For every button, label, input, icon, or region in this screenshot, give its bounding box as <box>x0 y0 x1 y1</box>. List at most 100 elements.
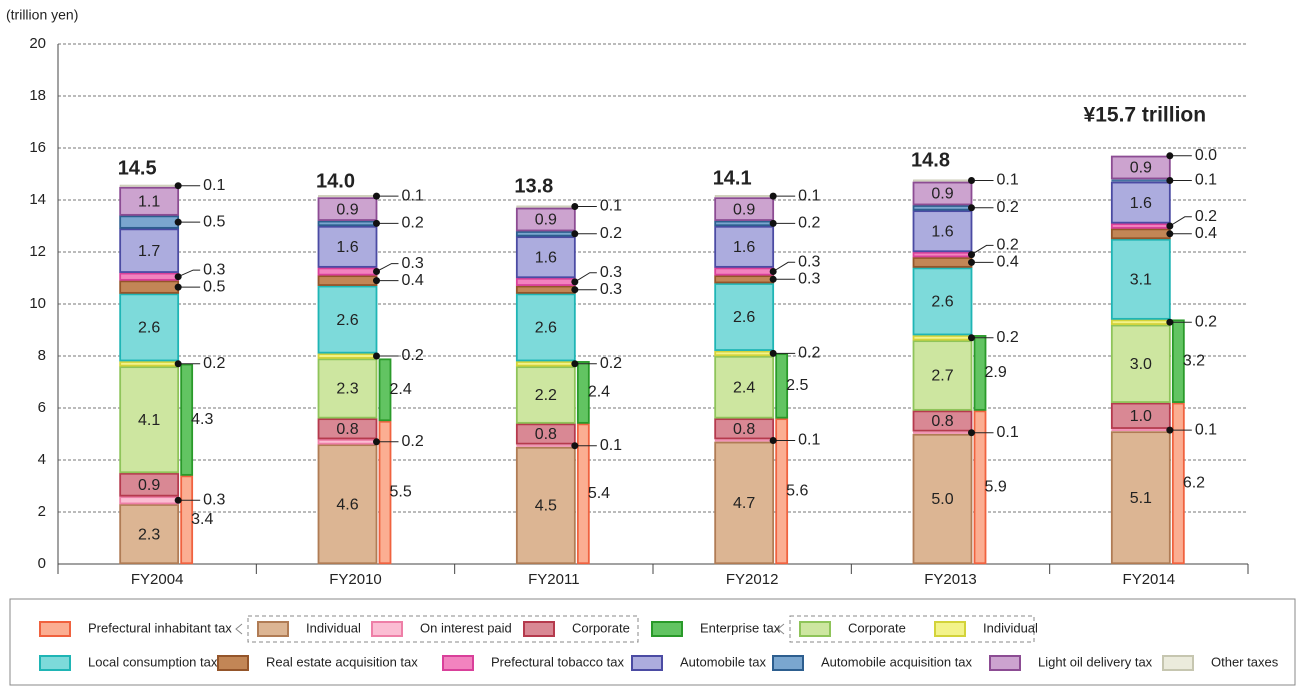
segment-label: 3.2 <box>1183 352 1205 369</box>
bar-segment <box>1111 179 1171 182</box>
segment-label: 4.3 <box>191 411 213 428</box>
segment-label: 0.3 <box>600 281 622 298</box>
segment-label: 0.2 <box>600 225 622 242</box>
bar-segment <box>317 225 378 268</box>
leader-dot <box>373 268 380 275</box>
legend-swatch <box>651 621 683 637</box>
leader-dot <box>968 204 975 212</box>
segment-label: 0.3 <box>402 255 424 272</box>
bar-segment <box>714 441 775 565</box>
segment-label: 1.1 <box>138 194 160 211</box>
group-bar <box>973 410 987 565</box>
legend-label: Light oil delivery tax <box>1038 654 1153 669</box>
legend-swatch <box>1162 655 1194 671</box>
bar-segment <box>119 472 180 497</box>
segment-label: 0.8 <box>733 421 755 438</box>
y-tick-label: 8 <box>38 347 46 364</box>
legend-label: Enterprise tax <box>700 620 781 635</box>
segment-label: 1.0 <box>1130 408 1152 425</box>
bar-segment <box>1110 155 1171 180</box>
leader-dot <box>769 275 777 283</box>
bar-segment <box>913 431 972 434</box>
bar-segment <box>912 205 973 211</box>
segment-label: 5.6 <box>786 482 808 499</box>
segment-label: 0.2 <box>997 237 1019 254</box>
legend-bracket <box>247 615 639 643</box>
bar-segment <box>912 267 973 336</box>
leader-dot <box>174 360 182 368</box>
y-tick-label: 0 <box>38 555 46 572</box>
segment-label: 0.3 <box>600 264 622 281</box>
leader-dot <box>769 437 777 444</box>
segment-label: 2.2 <box>535 387 557 404</box>
legend-label: Prefectural inhabitant tax <box>88 620 232 635</box>
legend-swatch <box>257 621 289 637</box>
legend-chevron <box>777 623 785 635</box>
bar-segment <box>317 220 378 227</box>
group-bar <box>576 361 590 424</box>
leader-dot <box>1166 177 1174 184</box>
bar-segment <box>317 439 378 445</box>
leader-dot <box>769 219 777 227</box>
leader-dot <box>571 442 579 450</box>
y-tick-label: 2 <box>38 503 46 520</box>
leader-line <box>177 269 201 278</box>
segment-label: 0.3 <box>798 271 820 288</box>
group-bar <box>576 423 590 565</box>
segment-label: 0.9 <box>733 201 755 218</box>
bar-segment <box>317 444 378 565</box>
leader-dot <box>571 360 579 368</box>
segment-label: 2.6 <box>336 312 358 329</box>
legend-swatch <box>772 655 804 671</box>
segment-label: 0.5 <box>203 213 225 230</box>
segment-label: 3.4 <box>191 511 213 528</box>
legend-label: Automobile tax <box>680 654 766 669</box>
bar-segment <box>714 283 775 351</box>
legend-swatch <box>631 655 663 671</box>
total-label: 13.8 <box>514 175 553 197</box>
segment-label: 0.1 <box>402 187 424 204</box>
bar-segment <box>515 423 576 445</box>
segment-label: 2.6 <box>535 320 557 337</box>
bar-segment <box>119 361 180 367</box>
bar-segment <box>714 350 775 357</box>
bar-segment <box>317 267 378 276</box>
segment-label: 1.6 <box>733 239 755 256</box>
leader-dot <box>174 182 182 190</box>
segment-label: 0.2 <box>997 329 1019 346</box>
bar-segment <box>317 275 378 286</box>
leader-dot <box>571 286 579 294</box>
segment-label: 2.3 <box>336 381 358 398</box>
segment-label: 4.5 <box>535 498 557 515</box>
bar-segment <box>515 285 576 294</box>
leader-dot <box>1166 152 1174 160</box>
legend-swatch <box>934 621 966 637</box>
legend-chevron <box>235 623 243 635</box>
legend-bracket <box>789 615 1035 643</box>
legend-label: Individual <box>983 620 1038 635</box>
leader-dot <box>769 268 777 275</box>
y-tick-label: 12 <box>29 243 46 260</box>
bar-segment <box>1110 228 1171 240</box>
leader-dot <box>373 352 380 360</box>
bar-segment <box>714 220 775 227</box>
legend-label: Automobile acquisition tax <box>821 654 973 669</box>
leader-dot <box>1166 426 1174 434</box>
bar-segment <box>1110 319 1171 325</box>
segment-label: 6.2 <box>1183 475 1205 492</box>
bar-segment <box>515 207 576 232</box>
legend-label: Individual <box>306 620 361 635</box>
segment-label: 0.8 <box>931 413 953 430</box>
total-label: 14.8 <box>911 149 950 171</box>
bar-segment <box>515 361 576 367</box>
leader-dot <box>571 203 579 210</box>
segment-label: 0.4 <box>1195 225 1217 242</box>
segment-label: 0.9 <box>535 212 557 229</box>
segment-label: 0.1 <box>997 424 1019 441</box>
group-bar <box>180 475 194 565</box>
segment-label: 0.2 <box>798 215 820 232</box>
leader-line <box>376 263 399 272</box>
segment-label: 0.1 <box>600 198 622 215</box>
leader-dot <box>1166 222 1174 230</box>
group-bar <box>775 418 789 565</box>
